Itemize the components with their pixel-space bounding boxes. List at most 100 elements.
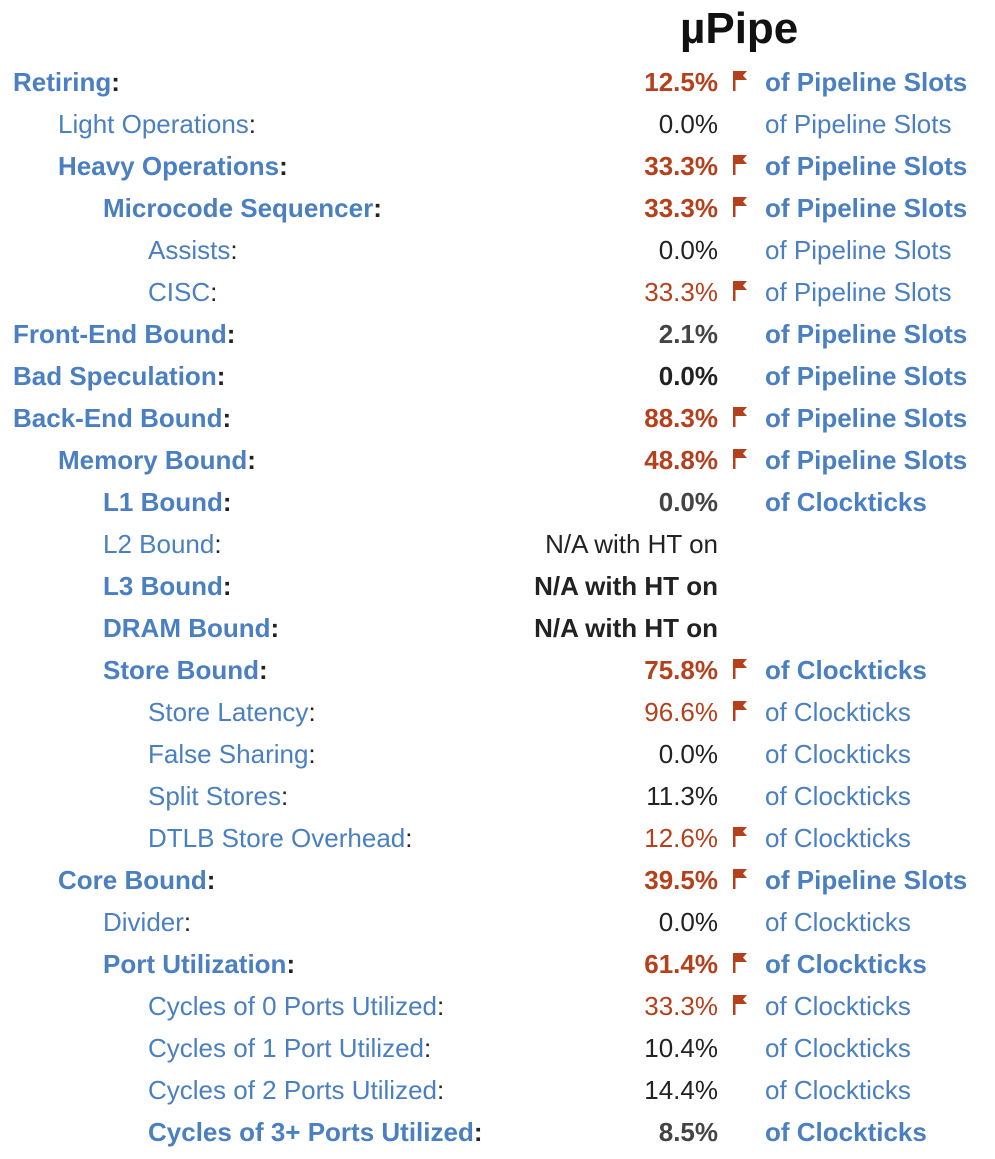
metric-name-link[interactable]: L1 Bound: [103, 487, 223, 517]
metric-value: 33.3%: [644, 151, 718, 181]
metric-unit-link[interactable]: of Pipeline Slots: [765, 865, 968, 895]
metric-name-link[interactable]: Front-End Bound: [13, 319, 227, 349]
metric-label: False Sharing:: [148, 733, 316, 775]
metric-label: L1 Bound:: [103, 481, 232, 523]
metric-row: L2 Bound: N/A with HT on: [0, 523, 995, 565]
label-colon: :: [226, 319, 236, 349]
metric-name-link[interactable]: Store Latency: [148, 697, 309, 727]
metric-unit-link[interactable]: of Clockticks: [765, 907, 911, 937]
metric-name-link[interactable]: CISC: [148, 277, 211, 307]
metric-row: Heavy Operations: 33.3% of Pipeline Slots: [0, 145, 995, 187]
metric-unit-link[interactable]: of Pipeline Slots: [765, 277, 952, 307]
metric-unit-link[interactable]: of Pipeline Slots: [765, 151, 968, 181]
metric-name-link[interactable]: Cycles of 2 Ports Utilized: [148, 1075, 437, 1105]
metric-name-link[interactable]: Cycles of 3+ Ports Utilized: [148, 1117, 474, 1147]
metric-value: 12.5%: [644, 67, 718, 97]
metric-label: DTLB Store Overhead:: [148, 817, 412, 859]
metric-unit-link[interactable]: of Pipeline Slots: [765, 235, 952, 265]
metric-name-link[interactable]: Divider: [103, 907, 184, 937]
metric-row: Front-End Bound: 2.1% of Pipeline Slots: [0, 313, 995, 355]
label-colon: :: [473, 1117, 483, 1147]
page-title: µPipe: [680, 4, 799, 53]
metric-row: Cycles of 3+ Ports Utilized: 8.5% of Clock…: [0, 1111, 995, 1153]
metric-label: Memory Bound:: [58, 439, 256, 481]
metric-name-link[interactable]: Cycles of 0 Ports Utilized: [148, 991, 437, 1021]
metric-value: 0.0%: [658, 109, 718, 139]
flag-icon: [733, 407, 747, 427]
metric-row: L1 Bound: 0.0% of Clockticks: [0, 481, 995, 523]
metric-unit-link[interactable]: of Clockticks: [765, 991, 911, 1021]
metric-unit-link[interactable]: of Clockticks: [765, 1117, 927, 1147]
metric-unit-link[interactable]: of Clockticks: [765, 1075, 911, 1105]
metric-unit-link[interactable]: of Pipeline Slots: [765, 403, 968, 433]
metric-name-link[interactable]: DRAM Bound: [103, 613, 271, 643]
metric-name-link[interactable]: L2 Bound: [103, 529, 215, 559]
metric-row: Cycles of 2 Ports Utilized: 14.4% of Clock…: [0, 1069, 995, 1111]
metric-value: 33.3%: [644, 193, 718, 223]
metric-row: Back-End Bound: 88.3% of Pipeline Slots: [0, 397, 995, 439]
metric-unit-link[interactable]: of Pipeline Slots: [765, 445, 968, 475]
label-colon: :: [216, 361, 226, 391]
flag-icon: [733, 71, 747, 91]
metric-name-link[interactable]: Bad Speculation: [13, 361, 217, 391]
metric-row: DRAM Bound: N/A with HT on: [0, 607, 995, 649]
metrics-table: Retiring: 12.5% of Pipeline Slots Light Ope…: [0, 61, 995, 1153]
flag-icon: [733, 827, 747, 847]
metric-row: False Sharing: 0.0% of Clockticks: [0, 733, 995, 775]
metric-label: Assists:: [148, 229, 238, 271]
label-colon: :: [270, 613, 280, 643]
metric-name-link[interactable]: Microcode Sequencer: [103, 193, 374, 223]
label-colon: :: [423, 1033, 432, 1063]
metric-unit-link[interactable]: of Pipeline Slots: [765, 193, 968, 223]
flag-icon: [733, 995, 747, 1015]
metric-name-link[interactable]: Back-End Bound: [13, 403, 223, 433]
metric-unit-link[interactable]: of Clockticks: [765, 487, 927, 517]
metric-row: Split Stores: 11.3% of Clockticks: [0, 775, 995, 817]
metric-name-link[interactable]: Retiring: [13, 67, 112, 97]
metric-name-link[interactable]: Heavy Operations: [58, 151, 280, 181]
metric-name-link[interactable]: Port Utilization: [103, 949, 287, 979]
metric-row: Core Bound: 39.5% of Pipeline Slots: [0, 859, 995, 901]
metric-unit-link[interactable]: of Clockticks: [765, 781, 911, 811]
label-colon: :: [222, 487, 232, 517]
metric-name-link[interactable]: Light Operations: [58, 109, 249, 139]
metric-unit-link[interactable]: of Clockticks: [765, 739, 911, 769]
metric-unit-link[interactable]: of Pipeline Slots: [765, 319, 968, 349]
metric-name-link[interactable]: Assists: [148, 235, 231, 265]
metric-label: Heavy Operations:: [58, 145, 288, 187]
metric-label: CISC:: [148, 271, 217, 313]
label-colon: :: [279, 151, 288, 181]
metric-value: 8.5%: [658, 1117, 718, 1147]
metric-value: 0.0%: [658, 739, 718, 769]
metric-unit-link[interactable]: of Clockticks: [765, 949, 927, 979]
metric-unit-link[interactable]: of Pipeline Slots: [765, 67, 968, 97]
metric-unit-link[interactable]: of Pipeline Slots: [765, 109, 952, 139]
metric-name-link[interactable]: Store Bound: [103, 655, 259, 685]
flag-icon: [733, 659, 747, 679]
metric-name-link[interactable]: Split Stores: [148, 781, 281, 811]
metric-value: 2.1%: [658, 319, 718, 349]
metric-unit-link[interactable]: of Clockticks: [765, 1033, 911, 1063]
metric-name-link[interactable]: L3 Bound: [103, 571, 223, 601]
flag-icon: [733, 449, 747, 469]
metric-name-link[interactable]: DTLB Store Overhead: [148, 823, 406, 853]
metric-value: 33.3%: [644, 277, 718, 307]
metric-row: Store Latency: 96.6% of Clockticks: [0, 691, 995, 733]
metric-label: Light Operations:: [58, 103, 256, 145]
metric-name-link[interactable]: Memory Bound: [58, 445, 248, 475]
label-colon: :: [230, 235, 238, 265]
metric-row: Port Utilization: 61.4% of Clockticks: [0, 943, 995, 985]
metric-unit-link[interactable]: of Clockticks: [765, 655, 927, 685]
metric-name-link[interactable]: Core Bound: [58, 865, 207, 895]
metric-unit-link[interactable]: of Pipeline Slots: [765, 361, 968, 391]
metric-row: DTLB Store Overhead: 12.6% of Clockticks: [0, 817, 995, 859]
metric-value: 10.4%: [644, 1033, 718, 1063]
metric-row: Microcode Sequencer: 33.3% of Pipeline Slo…: [0, 187, 995, 229]
label-colon: :: [111, 67, 120, 97]
metric-unit-link[interactable]: of Clockticks: [765, 823, 911, 853]
metric-name-link[interactable]: Cycles of 1 Port Utilized: [148, 1033, 424, 1063]
metric-row: Bad Speculation: 0.0% of Pipeline Slots: [0, 355, 995, 397]
metric-unit-link[interactable]: of Clockticks: [765, 697, 911, 727]
metric-value: 0.0%: [658, 487, 718, 517]
metric-name-link[interactable]: False Sharing: [148, 739, 309, 769]
